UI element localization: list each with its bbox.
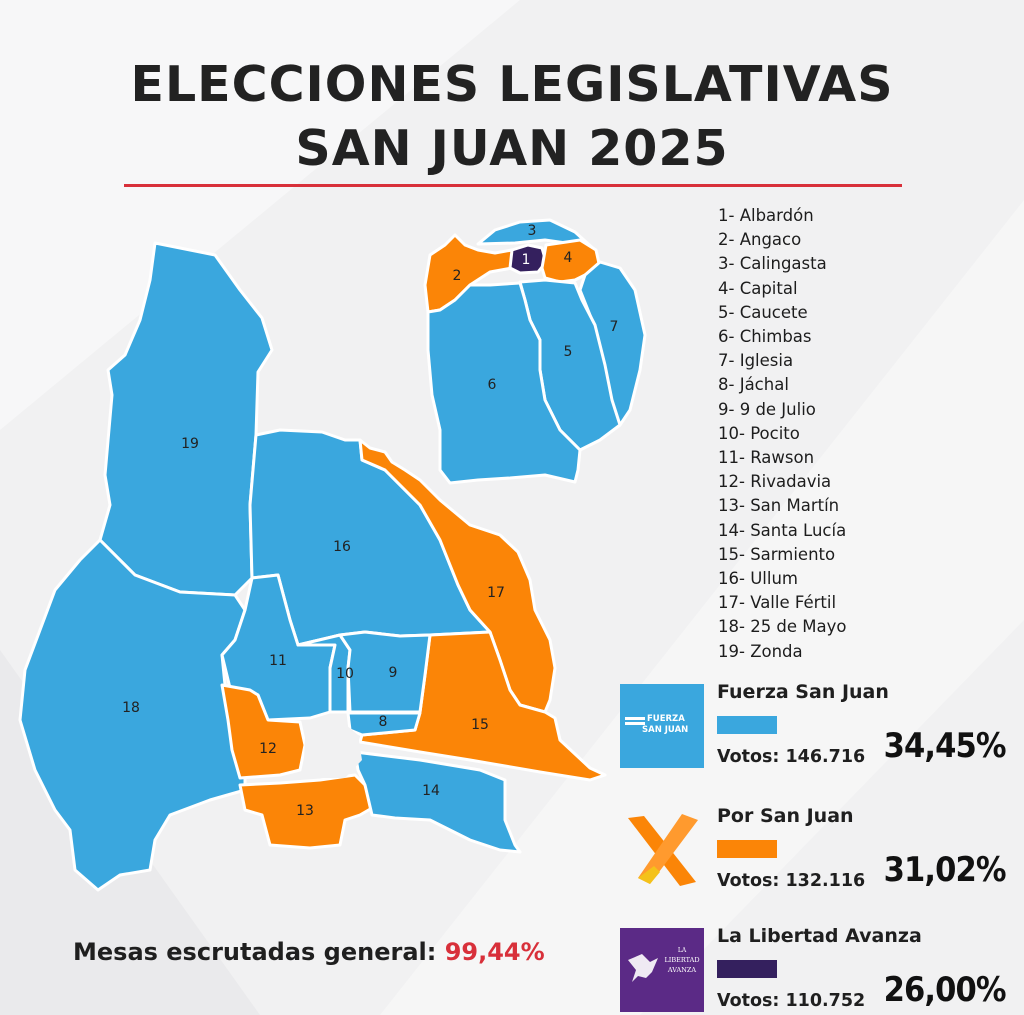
dept-19-zonda[interactable] bbox=[98, 241, 274, 597]
title-divider bbox=[124, 184, 902, 187]
legend-item: 1- Albardón bbox=[718, 206, 814, 225]
legend-item: 7- Iglesia bbox=[718, 351, 794, 371]
mesas-value: 99,44% bbox=[444, 938, 545, 966]
label-4: 4 bbox=[564, 250, 573, 266]
label-6: 6 bbox=[488, 377, 497, 393]
legend-item: 16- Ullum bbox=[718, 569, 798, 589]
svg-text:FUERZA: FUERZA bbox=[647, 714, 685, 724]
title-line-2: SAN JUAN 2025 bbox=[295, 120, 729, 177]
legend-item: 3- Calingasta bbox=[718, 254, 827, 274]
label-15: 15 bbox=[471, 717, 489, 733]
label-9: 9 bbox=[389, 665, 398, 681]
label-16: 16 bbox=[333, 539, 351, 555]
legend-item: 12- Rivadavia bbox=[718, 472, 832, 492]
legend-item: 18- 25 de Mayo bbox=[718, 617, 847, 637]
department-legend: 1- Albardón 2- Angaco 3- Calingasta 4- C… bbox=[718, 204, 847, 664]
dept-11-rawson[interactable] bbox=[220, 573, 337, 722]
dept-17-valle-fertil[interactable] bbox=[358, 438, 557, 714]
map-center-gap bbox=[304, 720, 362, 778]
la-libertad-avanza-logo: LA LIBERTAD AVANZA bbox=[620, 928, 704, 1012]
legend-item: 5- Caucete bbox=[718, 302, 808, 322]
label-2: 2 bbox=[453, 268, 462, 284]
label-7: 7 bbox=[610, 319, 619, 335]
legend-item: 9- 9 de Julio bbox=[718, 399, 816, 419]
mesas-label: Mesas escrutadas general: bbox=[73, 938, 437, 966]
dept-14-santa-lucia[interactable] bbox=[353, 750, 522, 854]
party-color-swatch bbox=[717, 960, 777, 978]
party-votes: Votos: 132.116 bbox=[717, 871, 866, 891]
legend-item: 2- Angaco bbox=[718, 230, 802, 250]
svg-text:SAN JUAN: SAN JUAN bbox=[642, 725, 688, 735]
label-11: 11 bbox=[269, 653, 287, 669]
party-name: Por San Juan bbox=[717, 805, 854, 827]
party-votes: Votos: 146.716 bbox=[717, 747, 866, 767]
label-14: 14 bbox=[422, 783, 440, 799]
party-percentage: 26,00% bbox=[883, 970, 1007, 1010]
legend-item: 10- Pocito bbox=[718, 423, 800, 443]
inset-dept-6-chimbas[interactable] bbox=[426, 281, 582, 485]
svg-text:LA: LA bbox=[678, 947, 687, 954]
legend-item: 6- Chimbas bbox=[718, 327, 812, 347]
label-10: 10 bbox=[336, 666, 354, 682]
legend-item: 19- Zonda bbox=[718, 641, 803, 661]
svg-text:AVANZA: AVANZA bbox=[667, 966, 697, 974]
party-percentage: 31,02% bbox=[883, 850, 1007, 890]
svg-text:LIBERTAD: LIBERTAD bbox=[664, 956, 699, 964]
party-name: La Libertad Avanza bbox=[717, 925, 922, 947]
label-3: 3 bbox=[528, 223, 537, 239]
legend-item: 15- Sarmiento bbox=[718, 544, 836, 564]
party-name: Fuerza San Juan bbox=[717, 681, 889, 703]
legend-item: 14- Santa Lucía bbox=[718, 520, 847, 540]
label-12: 12 bbox=[259, 741, 277, 757]
legend-item: 8- Jáchal bbox=[718, 375, 789, 395]
dept-13-san-martin[interactable] bbox=[238, 773, 374, 850]
party-color-swatch bbox=[717, 716, 777, 734]
legend-item: 4- Capital bbox=[718, 278, 798, 298]
label-17: 17 bbox=[487, 585, 505, 601]
party-color-swatch bbox=[717, 840, 777, 858]
dept-12-rivadavia[interactable] bbox=[220, 683, 307, 780]
dept-9-9-de-julio[interactable] bbox=[338, 630, 432, 714]
legend-item: 13- San Martín bbox=[718, 496, 840, 516]
label-18: 18 bbox=[122, 700, 140, 716]
label-8: 8 bbox=[379, 714, 388, 730]
dept-8-jachal[interactable] bbox=[346, 711, 422, 737]
label-13: 13 bbox=[296, 803, 314, 819]
label-5: 5 bbox=[564, 344, 573, 360]
mesas-escrutadas: Mesas escrutadas general: 99,44% bbox=[73, 938, 545, 966]
label-1: 1 bbox=[522, 252, 531, 268]
legend-item: 11- Rawson bbox=[718, 448, 815, 468]
fuerza-san-juan-logo: FUERZA SAN JUAN bbox=[620, 684, 704, 768]
title-line-1: ELECCIONES LEGISLATIVAS bbox=[130, 56, 894, 113]
inset-dept-4-capital[interactable] bbox=[540, 238, 602, 284]
legend-item: 17- Valle Fértil bbox=[718, 593, 837, 613]
por-san-juan-x-logo bbox=[628, 814, 698, 886]
party-votes: Votos: 110.752 bbox=[717, 991, 866, 1011]
label-19: 19 bbox=[181, 436, 199, 452]
party-percentage: 34,45% bbox=[883, 726, 1007, 766]
